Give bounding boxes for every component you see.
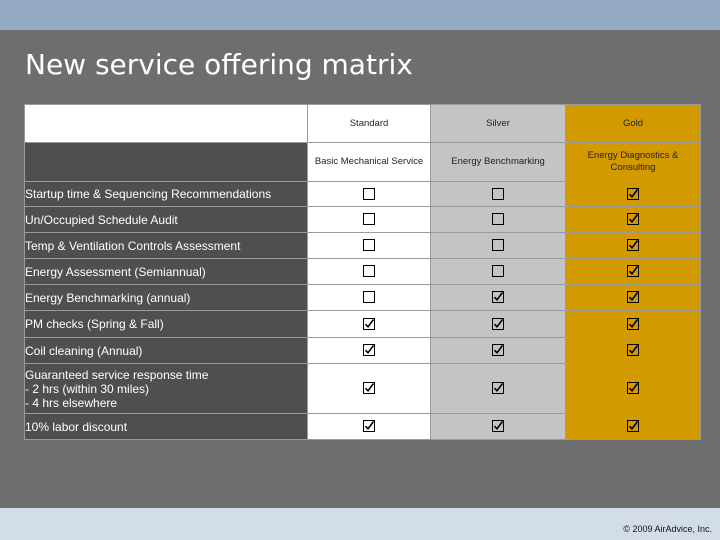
header-corner-bottom xyxy=(24,142,308,182)
cell-silver xyxy=(430,181,566,207)
checked-box-icon xyxy=(492,344,504,357)
feature-label: 10% labor discount xyxy=(24,413,308,440)
cell-gold xyxy=(565,206,701,233)
cell-standard xyxy=(307,258,431,285)
empty-box-icon xyxy=(492,239,504,252)
checked-box-icon xyxy=(492,382,504,395)
checked-box-icon xyxy=(627,344,639,357)
cell-silver xyxy=(430,232,566,259)
table-row: Energy Benchmarking (annual) xyxy=(24,284,701,311)
header-corner-top xyxy=(24,104,308,143)
feature-label: Startup time & Sequencing Recommendation… xyxy=(24,181,308,207)
checked-box-icon xyxy=(492,317,504,330)
cell-gold xyxy=(565,363,701,414)
slide-title: New service offering matrix xyxy=(25,48,413,81)
cell-gold xyxy=(565,284,701,311)
checked-box-icon xyxy=(363,420,375,433)
checked-box-icon xyxy=(627,382,639,395)
feature-label-text: Un/Occupied Schedule Audit xyxy=(25,212,178,227)
tier-desc-gold: Energy Diagnostics & Consulting xyxy=(565,142,701,182)
tier-description-row: Basic Mechanical Service Energy Benchmar… xyxy=(24,142,701,182)
cell-gold xyxy=(565,232,701,259)
tier-name-row: Standard Silver Gold xyxy=(24,104,701,143)
feature-label-text: Energy Assessment (Semiannual) xyxy=(25,264,206,279)
tier-desc-standard: Basic Mechanical Service xyxy=(307,142,431,182)
checked-box-icon xyxy=(363,382,375,395)
table-row: Coil cleaning (Annual) xyxy=(24,337,701,364)
cell-silver xyxy=(430,284,566,311)
tier-header-gold: Gold xyxy=(565,104,701,143)
cell-standard xyxy=(307,206,431,233)
empty-box-icon xyxy=(492,265,504,278)
cell-silver xyxy=(430,363,566,414)
cell-silver xyxy=(430,310,566,338)
empty-box-icon xyxy=(492,213,504,226)
cell-standard xyxy=(307,181,431,207)
empty-box-icon xyxy=(363,187,375,200)
checked-box-icon xyxy=(627,420,639,433)
tier-header-silver: Silver xyxy=(430,104,566,143)
cell-gold xyxy=(565,181,701,207)
checked-box-icon xyxy=(363,317,375,330)
cell-silver xyxy=(430,206,566,233)
cell-gold xyxy=(565,310,701,338)
bottom-banner xyxy=(0,508,720,540)
checked-box-icon xyxy=(627,291,639,304)
feature-label: Energy Benchmarking (annual) xyxy=(24,284,308,311)
top-banner xyxy=(0,0,720,30)
cell-silver xyxy=(430,413,566,440)
feature-label-text: Temp & Ventilation Controls Assessment xyxy=(25,238,241,253)
feature-label-text: 10% labor discount xyxy=(25,419,128,434)
feature-label-text: Coil cleaning (Annual) xyxy=(25,343,143,358)
feature-label: Energy Assessment (Semiannual) xyxy=(24,258,308,285)
feature-label: Un/Occupied Schedule Audit xyxy=(24,206,308,233)
feature-rows: Startup time & Sequencing Recommendation… xyxy=(24,181,701,440)
table-row: Startup time & Sequencing Recommendation… xyxy=(24,181,701,207)
empty-box-icon xyxy=(492,187,504,200)
empty-box-icon xyxy=(363,213,375,226)
cell-standard xyxy=(307,310,431,338)
cell-standard xyxy=(307,363,431,414)
cell-gold xyxy=(565,413,701,440)
tier-header-standard: Standard xyxy=(307,104,431,143)
checked-box-icon xyxy=(627,317,639,330)
table-row: PM checks (Spring & Fall) xyxy=(24,310,701,338)
feature-label-text: Startup time & Sequencing Recommendation… xyxy=(25,187,272,201)
cell-silver xyxy=(430,258,566,285)
table-row: Temp & Ventilation Controls Assessment xyxy=(24,232,701,259)
feature-label-text: Guaranteed service response time xyxy=(25,367,209,382)
checked-box-icon xyxy=(627,265,639,278)
feature-sublabel: - 4 hrs elsewhere xyxy=(25,395,118,410)
cell-gold xyxy=(565,258,701,285)
feature-label: PM checks (Spring & Fall) xyxy=(24,310,308,338)
cell-silver xyxy=(430,337,566,364)
feature-label: Coil cleaning (Annual) xyxy=(24,337,308,364)
empty-box-icon xyxy=(363,265,375,278)
empty-box-icon xyxy=(363,239,375,252)
tier-desc-silver: Energy Benchmarking xyxy=(430,142,566,182)
feature-label: Temp & Ventilation Controls Assessment xyxy=(24,232,308,259)
cell-standard xyxy=(307,413,431,440)
checked-box-icon xyxy=(492,420,504,433)
checked-box-icon xyxy=(363,344,375,357)
copyright-footer: © 2009 AirAdvice, Inc. xyxy=(623,524,712,534)
cell-gold xyxy=(565,337,701,364)
table-row: Guaranteed service response time - 2 hrs … xyxy=(24,363,701,414)
empty-box-icon xyxy=(363,291,375,304)
checked-box-icon xyxy=(627,239,639,252)
cell-standard xyxy=(307,284,431,311)
checked-box-icon xyxy=(492,291,504,304)
feature-label: Guaranteed service response time - 2 hrs … xyxy=(24,363,308,414)
feature-sublabel: - 2 hrs (within 30 miles) xyxy=(25,381,150,396)
table-row: 10% labor discount xyxy=(24,413,701,440)
feature-label-text: PM checks (Spring & Fall) xyxy=(25,317,164,331)
service-matrix: Standard Silver Gold Basic Mechanical Se… xyxy=(24,104,701,440)
checked-box-icon xyxy=(627,213,639,226)
checked-box-icon xyxy=(627,187,639,200)
table-row: Energy Assessment (Semiannual) xyxy=(24,258,701,285)
cell-standard xyxy=(307,337,431,364)
cell-standard xyxy=(307,232,431,259)
feature-label-text: Energy Benchmarking (annual) xyxy=(25,290,191,305)
table-row: Un/Occupied Schedule Audit xyxy=(24,206,701,233)
